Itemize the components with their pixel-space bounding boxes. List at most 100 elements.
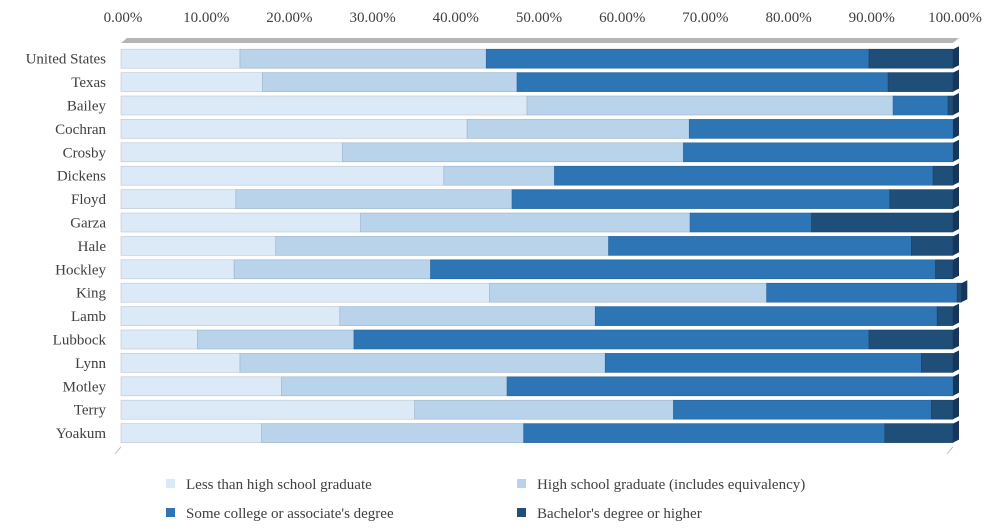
category-label: Terry bbox=[74, 403, 107, 419]
bar-end-cap bbox=[953, 233, 959, 256]
bar-segment bbox=[120, 306, 341, 326]
category-label: Hockley bbox=[55, 262, 106, 278]
legend-swatch bbox=[166, 479, 175, 488]
category-label: King bbox=[76, 286, 107, 302]
legend-swatch bbox=[166, 508, 175, 517]
bar-segment bbox=[516, 72, 889, 92]
bar-segment bbox=[868, 329, 954, 350]
bar-end-cap bbox=[953, 116, 959, 139]
category-label: Lynn bbox=[75, 356, 106, 372]
x-tick-label: 50.00% bbox=[516, 10, 562, 26]
bar-end-cap bbox=[953, 163, 959, 186]
bar-segment bbox=[120, 95, 528, 116]
bar-segment bbox=[892, 95, 949, 116]
category-label: Dickens bbox=[57, 169, 106, 185]
bar-end-cap bbox=[953, 350, 959, 373]
bar-segment bbox=[239, 353, 606, 373]
x-tick-label: 60.00% bbox=[599, 10, 645, 26]
bar-segment bbox=[120, 329, 198, 350]
bar-segment bbox=[339, 306, 596, 326]
bar-segment bbox=[235, 189, 513, 209]
category-label: Bailey bbox=[67, 99, 107, 115]
bar-segment bbox=[931, 399, 954, 420]
x-tick-label: 30.00% bbox=[349, 10, 395, 26]
bar-segment bbox=[489, 282, 767, 303]
bar-segment bbox=[889, 189, 954, 209]
bar-segment bbox=[120, 189, 237, 209]
bar-segment bbox=[935, 259, 954, 280]
bar-segment bbox=[342, 142, 684, 163]
category-label: Cochran bbox=[55, 122, 106, 138]
bar-end-cap bbox=[953, 93, 959, 115]
bar-segment bbox=[120, 119, 468, 139]
bar-segment bbox=[414, 399, 674, 420]
bar-end-cap bbox=[953, 327, 959, 349]
legend-swatch bbox=[517, 479, 526, 488]
bar-segment bbox=[811, 212, 954, 233]
bar-segment bbox=[485, 48, 870, 69]
bar-end-cap bbox=[953, 397, 959, 420]
plot-floor-left bbox=[114, 446, 122, 455]
category-label: Lamb bbox=[71, 309, 106, 325]
bar-segment bbox=[683, 142, 954, 163]
bar-segment bbox=[120, 72, 263, 92]
bar-segment bbox=[120, 142, 343, 163]
x-tick-label: 10.00% bbox=[183, 10, 229, 26]
bar-segment bbox=[120, 423, 262, 443]
bar-segment bbox=[506, 376, 954, 397]
bar-segment bbox=[523, 423, 886, 443]
bar-segment bbox=[120, 399, 415, 420]
bar-segment bbox=[197, 329, 355, 350]
legend: Less than high school graduate High schoo… bbox=[166, 477, 805, 522]
x-tick-label: 70.00% bbox=[682, 10, 728, 26]
legend-label: Less than high school graduate bbox=[186, 477, 372, 493]
bar-segment bbox=[884, 423, 954, 443]
legend-swatch bbox=[517, 508, 526, 517]
bar-segment bbox=[120, 282, 490, 303]
bar-end-cap bbox=[953, 186, 959, 209]
bar-segment bbox=[120, 165, 445, 186]
bar-segment bbox=[932, 165, 954, 186]
category-label: Motley bbox=[63, 379, 107, 395]
category-label: Lubbock bbox=[53, 333, 107, 349]
bar-segment bbox=[239, 48, 487, 69]
bar-segment bbox=[262, 72, 518, 92]
plot-floor-right bbox=[946, 446, 954, 455]
category-label: Yoakum bbox=[56, 426, 106, 442]
category-label: Floyd bbox=[71, 192, 107, 208]
bar-segment bbox=[947, 95, 954, 116]
bars bbox=[120, 46, 968, 443]
bar-segment bbox=[604, 353, 922, 373]
bar-segment bbox=[120, 259, 235, 280]
legend-label: Some college or associate's degree bbox=[186, 506, 394, 522]
category-label: Texas bbox=[71, 75, 106, 91]
x-tick-label: 40.00% bbox=[433, 10, 479, 26]
x-tick-label: 90.00% bbox=[849, 10, 895, 26]
plot-top-edge bbox=[121, 38, 959, 43]
bar-segment bbox=[868, 48, 954, 69]
bar-segment bbox=[673, 399, 932, 420]
bar-end-cap bbox=[953, 139, 959, 162]
category-label: United States bbox=[26, 52, 107, 68]
bar-segment bbox=[554, 165, 934, 186]
bar-end-cap bbox=[953, 69, 959, 92]
x-tick-label: 80.00% bbox=[765, 10, 811, 26]
bar-segment bbox=[688, 119, 954, 139]
bar-segment bbox=[608, 236, 912, 256]
x-axis-ticks: 0.00% 10.00% 20.00% 30.00% 40.00% 50.00% 60.00… bbox=[104, 10, 982, 26]
bar-segment bbox=[594, 306, 938, 326]
bar-end-cap bbox=[953, 46, 959, 69]
bar-segment bbox=[281, 376, 508, 397]
category-label: Garza bbox=[70, 216, 106, 232]
plot-frame bbox=[114, 38, 959, 455]
bar-segment bbox=[360, 212, 691, 233]
bar-segment bbox=[275, 236, 609, 256]
bar-end-cap bbox=[953, 256, 959, 279]
bar-segment bbox=[120, 212, 361, 233]
bar-end-cap bbox=[953, 373, 959, 396]
bar-segment bbox=[353, 329, 870, 350]
bar-end-cap bbox=[961, 280, 968, 303]
bar-segment bbox=[526, 95, 894, 116]
